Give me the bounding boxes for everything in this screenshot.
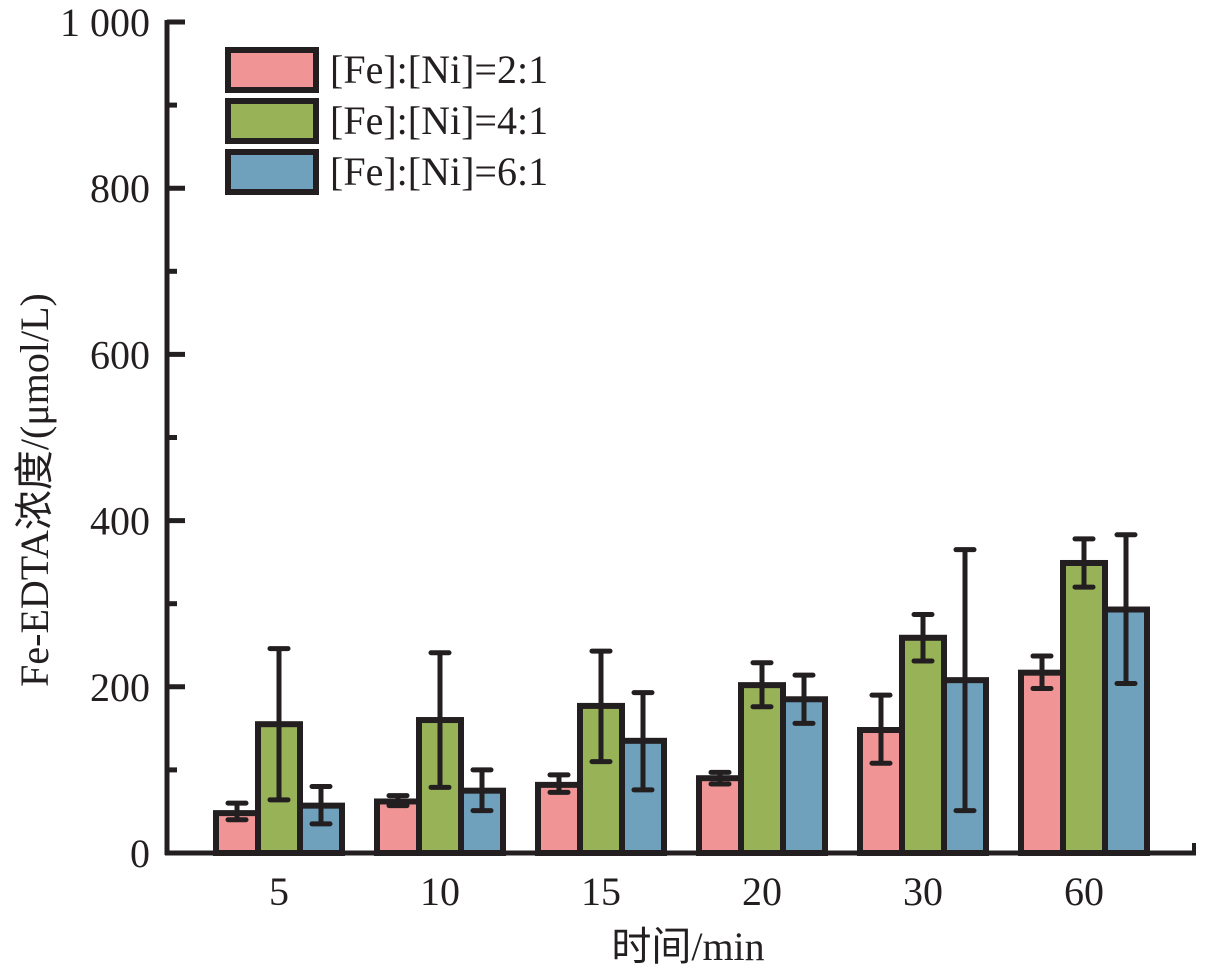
y-tick-label: 800 bbox=[90, 166, 150, 211]
error-bar-30-series-2 bbox=[911, 612, 935, 664]
y-axis-title: Fe-EDTA浓度/(μmol/L) bbox=[12, 293, 57, 687]
legend-swatch bbox=[225, 98, 319, 144]
legend-swatch bbox=[225, 149, 319, 195]
error-bar-15-series-3 bbox=[631, 690, 655, 793]
y-tick-label: 0 bbox=[130, 831, 150, 876]
x-tick-label: 5 bbox=[269, 869, 289, 914]
legend-item-3: [Fe]:[Ni]=6:1 bbox=[225, 149, 548, 195]
error-bar-30-series-1 bbox=[869, 692, 893, 766]
x-tick-label: 15 bbox=[581, 869, 621, 914]
error-bar-20-series-3 bbox=[792, 672, 816, 726]
error-bar-60-series-3 bbox=[1114, 532, 1138, 686]
error-bar-10-series-2 bbox=[428, 650, 452, 790]
legend-label: [Fe]:[Ni]=4:1 bbox=[330, 98, 548, 143]
legend-item-2: [Fe]:[Ni]=4:1 bbox=[225, 98, 548, 144]
legend-swatch bbox=[225, 47, 319, 93]
error-bar-10-series-1 bbox=[386, 793, 410, 809]
bar-60-series-2 bbox=[1060, 559, 1108, 857]
y-tick-label: 200 bbox=[90, 665, 150, 710]
error-bars-layer bbox=[225, 532, 1138, 827]
error-bar-60-series-1 bbox=[1030, 653, 1054, 691]
bar-10-series-1 bbox=[374, 798, 422, 857]
bars-layer bbox=[213, 559, 1150, 857]
bar-30-series-2 bbox=[899, 634, 947, 856]
y-tick-label: 600 bbox=[90, 332, 150, 377]
x-axis-title: 时间/min bbox=[611, 924, 764, 969]
error-bar-5-series-1 bbox=[225, 800, 249, 823]
x-tick-label: 20 bbox=[742, 869, 782, 914]
legend: [Fe]:[Ni]=2:1 [Fe]:[Ni]=4:1 [Fe]:[Ni]=6:1 bbox=[225, 47, 548, 195]
error-bar-15-series-2 bbox=[589, 648, 613, 765]
legend-label: [Fe]:[Ni]=2:1 bbox=[330, 47, 548, 92]
error-bar-60-series-2 bbox=[1072, 536, 1096, 590]
x-tick-label: 30 bbox=[903, 869, 943, 914]
x-tick-label: 60 bbox=[1064, 869, 1104, 914]
error-bar-10-series-3 bbox=[470, 767, 494, 814]
error-bar-20-series-2 bbox=[750, 660, 774, 710]
error-bar-5-series-2 bbox=[267, 646, 291, 803]
error-bar-15-series-1 bbox=[547, 772, 571, 795]
error-bar-30-series-3 bbox=[953, 547, 977, 814]
bar-20-series-2 bbox=[738, 682, 786, 856]
bar-20-series-1 bbox=[696, 775, 744, 857]
legend-item-1: [Fe]:[Ni]=2:1 bbox=[225, 47, 548, 93]
x-tick-label: 10 bbox=[420, 869, 460, 914]
y-tick-label: 1 000 bbox=[60, 0, 150, 45]
bar-15-series-1 bbox=[535, 781, 583, 856]
error-bar-5-series-3 bbox=[309, 784, 333, 827]
legend-label: [Fe]:[Ni]=6:1 bbox=[330, 149, 548, 194]
y-tick-label: 400 bbox=[90, 499, 150, 544]
error-bar-20-series-1 bbox=[708, 769, 732, 787]
bar-60-series-1 bbox=[1018, 669, 1066, 856]
